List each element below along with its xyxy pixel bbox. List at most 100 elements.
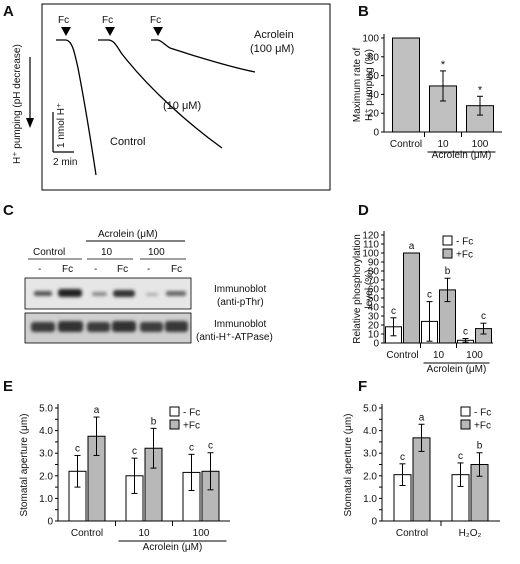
y-tick-label: 2.0 — [39, 471, 53, 482]
arrow-head-icon — [26, 118, 34, 128]
trace-control — [56, 39, 97, 176]
significance-letter: b — [151, 416, 157, 427]
lane-label: Fc — [117, 264, 128, 275]
legend-swatch — [460, 406, 471, 417]
significance-letter: c — [132, 446, 137, 457]
y-axis-label: Relative phosphorylation — [352, 234, 363, 344]
y-tick-label: 60 — [368, 71, 380, 82]
y-tick-label: 3.0 — [363, 449, 377, 460]
y-axis-label: Maximum rate of — [352, 48, 363, 123]
legend-swatch — [169, 406, 180, 417]
legend-label: - Fc — [183, 408, 200, 419]
significance-letter: c — [458, 451, 463, 462]
panel-label-b: B — [358, 3, 369, 20]
y-tick-label: 90 — [368, 258, 380, 269]
x-tick-label: 100 — [466, 350, 483, 361]
legend-label: - Fc — [474, 408, 491, 419]
y-tick-label: 0 — [371, 517, 377, 528]
y-tick-label: 10 — [368, 330, 380, 341]
lane-label: - — [147, 264, 150, 275]
y-tick-label: 0 — [373, 339, 379, 350]
chart-panel-e: 0 1.0 2.0 3.0 4.0 5.0 Stomatal aperture (μm) Co… — [19, 404, 230, 553]
panel-label-a: A — [3, 3, 14, 20]
y-tick-label: 20 — [368, 109, 380, 120]
fc-marker-label-1: Fc — [58, 15, 69, 26]
bar — [403, 252, 420, 344]
y-axis-label: level (%) — [364, 270, 375, 309]
group-label: Acrolein (μM) — [432, 150, 492, 161]
band — [113, 290, 135, 297]
group-label: Acrolein (μM) — [143, 542, 203, 553]
y-tick-label: 120 — [362, 231, 379, 242]
y-tick-label: 1.0 — [39, 494, 53, 505]
legend-label: - Fc — [456, 237, 473, 248]
x-tick-label: 10 — [138, 528, 150, 539]
significance-letter: b — [477, 441, 483, 452]
blot-bands-atpase — [31, 321, 188, 332]
blot1-label-line1: Immunoblot — [214, 284, 266, 295]
y-tick-label: 60 — [368, 285, 380, 296]
y-tick-label: 80 — [368, 52, 380, 63]
significance-letter: c — [481, 311, 486, 322]
y-tick-label: 3.0 — [39, 449, 53, 460]
band — [165, 321, 188, 332]
x-tick-label: H₂O₂ — [459, 528, 482, 539]
lane-label: - — [38, 264, 41, 275]
lane-label: - — [94, 264, 97, 275]
significance-letter: c — [391, 306, 396, 317]
panel-label-e: E — [3, 378, 13, 395]
y-tick-label: 100 — [362, 249, 379, 260]
fc-marker-icon — [61, 27, 71, 36]
significance-letter: c — [463, 327, 468, 338]
y-tick-label: 80 — [368, 267, 380, 278]
significance-letter: c — [75, 443, 80, 454]
panel-a: H⁺ pumping (pH decrease) 1 nmol H⁺ 2 min… — [12, 3, 331, 191]
significance-letter: a — [409, 241, 415, 252]
band — [92, 292, 107, 296]
significance-letter: c — [189, 442, 194, 453]
blot-group-100: 100 — [148, 247, 165, 258]
fc-marker-label-3: Fc — [150, 15, 161, 26]
y-tick-label: 20 — [368, 321, 380, 332]
legend-swatch — [169, 419, 180, 430]
x-tick-label: Control — [396, 528, 428, 539]
group-label: Acrolein (μM) — [427, 364, 487, 375]
y-tick-label: 1.0 — [363, 494, 377, 505]
y-tick-label: 40 — [368, 90, 380, 101]
blot-bands-pthr — [34, 289, 186, 297]
y-tick-label: 110 — [363, 240, 379, 251]
lane-label: Fc — [62, 264, 73, 275]
trace-label-100um-line2: (100 μM) — [250, 43, 294, 55]
y-axis-label: Stomatal aperture (μm) — [19, 413, 30, 516]
legend-label: +Fc — [474, 421, 491, 432]
band — [146, 293, 158, 296]
blot-anti-pthr — [24, 277, 192, 310]
fc-marker-icon — [105, 27, 115, 36]
band — [34, 291, 52, 296]
legend-label: +Fc — [183, 421, 200, 432]
significance-mark: * — [441, 59, 446, 71]
chart-panel-f: 0 1.0 2.0 3.0 4.0 5.0 Stomatal aperture (μm) Co… — [343, 404, 500, 539]
blot-header: Acrolein (μM) — [98, 229, 158, 240]
panel-label-c: C — [3, 202, 14, 219]
band — [31, 322, 55, 332]
x-tick-label: Control — [390, 139, 422, 150]
panel-label-f: F — [358, 378, 367, 395]
band — [166, 291, 186, 296]
panel-label-d: D — [358, 202, 369, 219]
y-tick-label: 5.0 — [363, 404, 377, 415]
lane-label: Fc — [171, 264, 182, 275]
significance-letter: a — [419, 412, 425, 423]
significance-letter: c — [208, 441, 213, 452]
trace-10um — [98, 39, 223, 149]
y-tick-label: 50 — [368, 294, 380, 305]
significance-letter: c — [400, 452, 405, 463]
panel-a-frame — [41, 3, 331, 191]
x-tick-label: Control — [71, 528, 103, 539]
blot2-label-line2: (anti-H⁺-ATPase) — [196, 332, 273, 343]
bar — [392, 37, 420, 133]
legend-swatch — [442, 248, 453, 259]
blot-group-10: 10 — [101, 247, 113, 258]
trace-100um — [151, 39, 256, 73]
